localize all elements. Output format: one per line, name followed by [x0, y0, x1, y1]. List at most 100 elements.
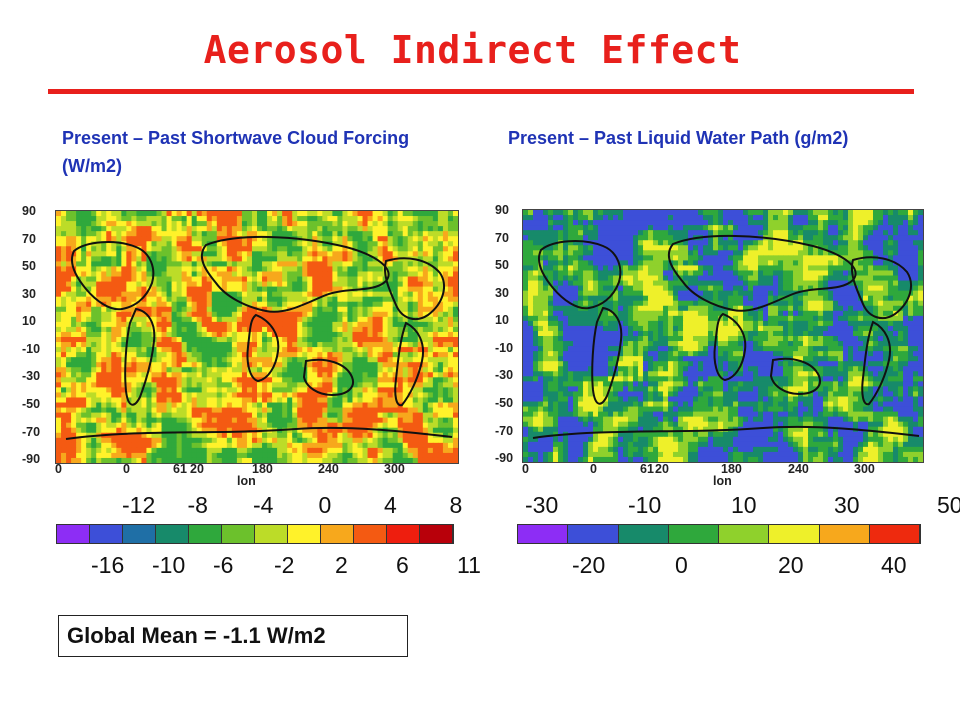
heatmap-cell	[287, 417, 293, 424]
heatmap-cell	[783, 215, 789, 221]
heatmap-cell	[312, 412, 318, 419]
heatmap-cell	[417, 397, 424, 404]
heatmap-cell	[292, 397, 298, 404]
heatmap-cell	[427, 437, 434, 444]
heatmap-cell	[743, 235, 749, 241]
heatmap-cell	[412, 261, 419, 268]
heatmap-cell	[221, 226, 228, 232]
heatmap-cell	[312, 457, 318, 463]
heatmap-cell	[432, 397, 439, 404]
heatmap-cell	[106, 367, 112, 373]
heatmap-cell	[126, 266, 132, 273]
heatmap-cell	[236, 286, 243, 293]
heatmap-cell	[367, 427, 374, 434]
heatmap-cell	[201, 412, 208, 419]
heatmap-cell	[96, 311, 102, 318]
heatmap-cell	[362, 407, 369, 414]
heatmap-cell	[151, 427, 158, 434]
heatmap-cell	[166, 402, 173, 409]
heatmap-cell	[442, 251, 449, 257]
heatmap-cell	[733, 235, 739, 241]
heatmap-cell	[257, 422, 263, 429]
heatmap-cell	[146, 231, 153, 237]
heatmap-cell	[402, 331, 409, 338]
heatmap-cell	[382, 221, 389, 227]
heatmap-cell	[452, 392, 458, 399]
heatmap-cell	[131, 246, 138, 252]
heatmap-cell	[141, 326, 148, 333]
heatmap-cell	[181, 291, 188, 298]
heatmap-cell	[523, 250, 529, 256]
heatmap-cell	[176, 231, 183, 237]
heatmap-cell	[442, 281, 449, 288]
heatmap-cell	[76, 281, 82, 288]
heatmap-cell	[683, 260, 689, 267]
heatmap-cell	[332, 281, 339, 288]
heatmap-cell	[367, 321, 374, 328]
heatmap-cell	[648, 240, 654, 246]
heatmap-cell	[312, 437, 318, 444]
heatmap-cell	[342, 216, 349, 222]
heatmap-cell	[658, 220, 664, 226]
heatmap-cell	[116, 211, 122, 217]
heatmap-cell	[452, 231, 458, 237]
heatmap-cell	[61, 236, 67, 242]
heatmap-cell	[292, 437, 298, 444]
heatmap-cell	[828, 230, 834, 236]
heatmap-cell	[347, 326, 354, 333]
heatmap-cell	[758, 245, 764, 251]
heatmap-cell	[136, 296, 143, 303]
heatmap-cell	[246, 261, 253, 268]
heatmap-cell	[297, 392, 303, 399]
heatmap-cell	[251, 321, 258, 328]
heatmap-cell	[66, 337, 72, 343]
heatmap-cell	[673, 260, 679, 267]
heatmap-cell	[66, 357, 72, 363]
heatmap-cell	[181, 377, 188, 383]
heatmap-cell	[141, 296, 148, 303]
heatmap-cell	[432, 387, 439, 394]
heatmap-cell	[613, 245, 619, 251]
heatmap-cell	[568, 260, 574, 267]
heatmap-cell	[96, 347, 102, 353]
heatmap-cell	[352, 387, 359, 394]
heatmap-cell	[111, 251, 117, 257]
heatmap-cell	[813, 240, 819, 246]
heatmap-cell	[282, 326, 288, 333]
heatmap-cell	[603, 230, 609, 236]
heatmap-cell	[267, 447, 273, 454]
heatmap-cell	[417, 402, 424, 409]
heatmap-cell	[623, 240, 629, 246]
heatmap-cell	[272, 402, 278, 409]
right-map-svg	[523, 210, 923, 462]
heatmap-cell	[307, 437, 313, 444]
heatmap-cell	[206, 331, 213, 338]
heatmap-cell	[151, 301, 158, 308]
heatmap-cell	[447, 367, 454, 373]
heatmap-cell	[828, 225, 834, 231]
heatmap-cell	[126, 352, 132, 358]
heatmap-cell	[563, 215, 569, 221]
heatmap-cell	[262, 417, 268, 424]
heatmap-cell	[226, 457, 233, 463]
heatmap-cell	[673, 215, 679, 221]
heatmap-cell	[432, 216, 439, 222]
heatmap-cell	[206, 261, 213, 268]
heatmap-cell	[918, 230, 923, 236]
heatmap-cell	[633, 215, 639, 221]
heatmap-cell	[337, 412, 344, 419]
heatmap-cell	[76, 331, 82, 338]
heatmap-cell	[161, 337, 168, 343]
heatmap-cell	[382, 286, 389, 293]
heatmap-cell	[151, 432, 158, 439]
heatmap-cell	[898, 255, 904, 261]
heatmap-cell	[236, 422, 243, 429]
heatmap-cell	[116, 216, 122, 222]
heatmap-cell	[322, 316, 328, 323]
heatmap-cell	[211, 331, 218, 338]
heatmap-cell	[206, 437, 213, 444]
heatmap-cell	[216, 417, 223, 424]
heatmap-cell	[377, 337, 384, 343]
heatmap-cell	[191, 447, 198, 454]
heatmap-cell	[442, 241, 449, 247]
